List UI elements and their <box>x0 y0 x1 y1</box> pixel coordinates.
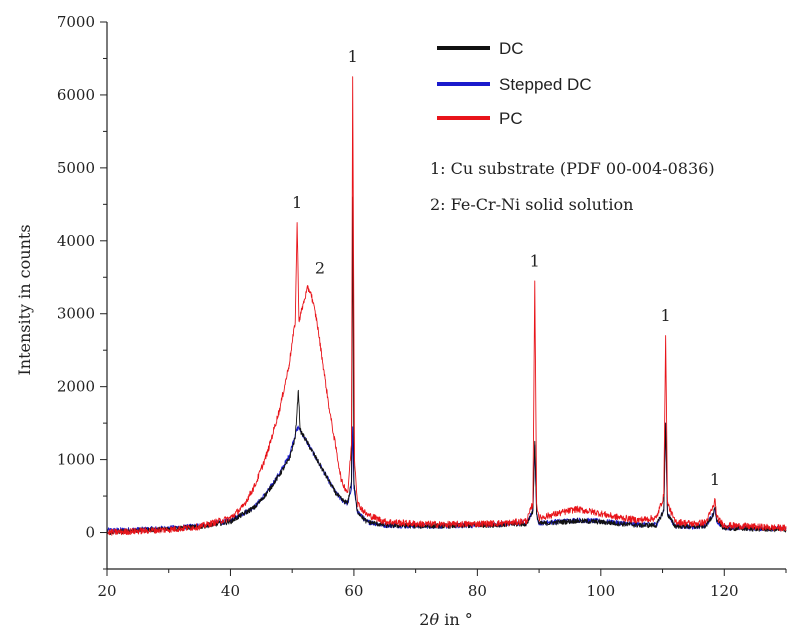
x-tick-label: 60 <box>344 582 363 600</box>
y-axis-title: Intensity in counts <box>15 224 34 375</box>
y-tick-label: 2000 <box>57 378 95 396</box>
x-tick-label: 80 <box>468 582 487 600</box>
x-axis-title-suffix: in ° <box>439 610 473 629</box>
series-line-dc <box>106 196 787 536</box>
x-axis-title: 2θ in ° <box>419 610 472 629</box>
x-tick-label: 120 <box>710 582 739 600</box>
x-axis-title-prefix: 2 <box>419 610 429 629</box>
y-tick-label: 4000 <box>57 232 95 250</box>
peak-label: 1 <box>348 47 358 66</box>
legend-label-dc: DC <box>499 39 524 58</box>
note-fe-cr-ni: 2: Fe-Cr-Ni solid solution <box>430 195 633 214</box>
peak-label: 1 <box>530 251 540 270</box>
legend-label-stepped-dc: Stepped DC <box>499 75 592 94</box>
note-cu-substrate: 1: Cu substrate (PDF 00-004-0836) <box>430 159 715 178</box>
peak-label: 2 <box>315 259 325 278</box>
x-tick-label: 40 <box>221 582 240 600</box>
ticks-layer: 20 40 60 80 100 120 0 1000 2000 3000 4000 5000 6000 7… <box>57 13 787 600</box>
x-tick-label: 100 <box>586 582 615 600</box>
legend: DC Stepped DC PC <box>437 39 592 128</box>
legend-label-pc: PC <box>499 109 523 128</box>
annotations-layer: 1 2 1 1 1 1 <box>292 47 720 489</box>
y-tick-label: 6000 <box>57 86 95 104</box>
axes-layer <box>106 22 786 570</box>
series-line-pc <box>106 76 787 536</box>
notes: 1: Cu substrate (PDF 00-004-0836) 2: Fe-… <box>430 159 715 214</box>
x-axis-title-theta: θ <box>429 610 439 629</box>
y-tick-label: 5000 <box>57 159 95 177</box>
y-tick-label: 0 <box>85 524 95 542</box>
y-tick-label: 7000 <box>57 13 95 31</box>
series-layer <box>106 76 787 536</box>
y-tick-label: 1000 <box>57 451 95 469</box>
x-tick-label: 20 <box>97 582 116 600</box>
y-tick-label: 3000 <box>57 305 95 323</box>
series-line-stepped-dc <box>106 422 787 533</box>
peak-label: 1 <box>292 193 302 212</box>
peak-label: 1 <box>661 306 671 325</box>
peak-label: 1 <box>710 470 720 489</box>
